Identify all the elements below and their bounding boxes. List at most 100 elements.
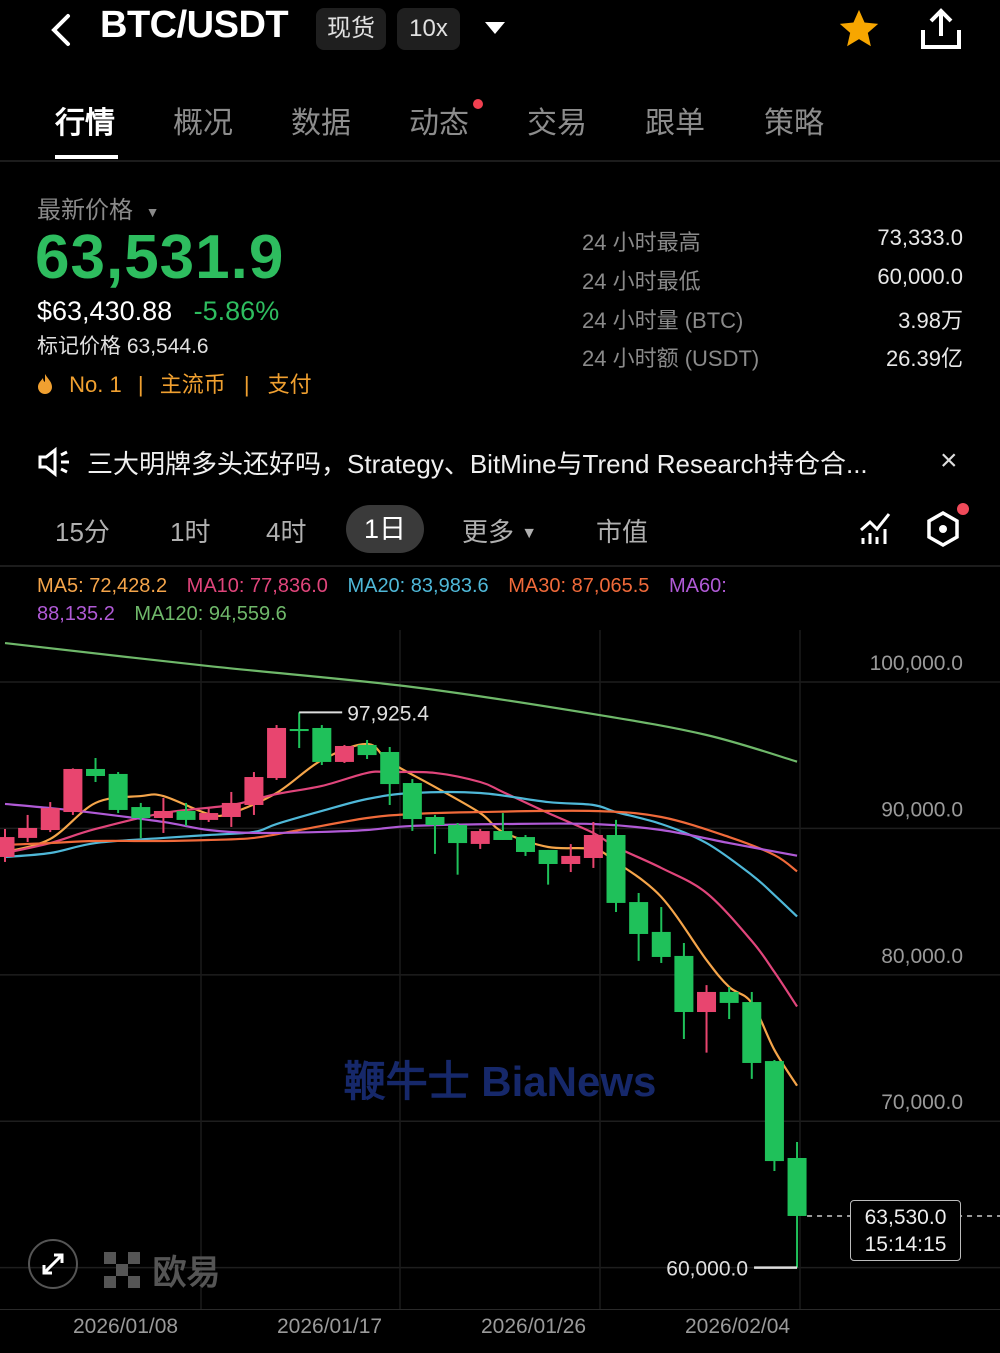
candle: [787, 1142, 807, 1268]
pair-dropdown-button[interactable]: [482, 18, 508, 43]
indicator-chart-icon: [860, 513, 891, 544]
tab-feed[interactable]: 动态: [409, 107, 469, 140]
candle: [425, 814, 445, 854]
candle: [357, 739, 377, 760]
ma5-line: [4, 742, 798, 1087]
share-button[interactable]: [918, 6, 964, 57]
usd-price: $63,430.88: [37, 296, 173, 326]
rank-tag[interactable]: No. 1: [69, 372, 122, 397]
tab-overview[interactable]: 概况: [173, 107, 233, 140]
category-tag[interactable]: 主流币: [159, 372, 226, 397]
spot-badge: 现货: [316, 8, 386, 50]
favorite-button[interactable]: [836, 6, 882, 57]
candle-body: [244, 777, 264, 805]
expand-icon: [42, 1253, 64, 1275]
candle-body: [629, 902, 649, 934]
y-axis: 100,000.0 90,000.0 80,000.0 70,000.0: [870, 652, 963, 1114]
candle-body: [538, 849, 558, 864]
candlestick-chart[interactable]: 鞭牛士 BiaNews 97,925.4 60,000.0 100,000.0 9…: [0, 630, 1000, 1310]
divider: [0, 565, 1000, 567]
mark-price-row: 标记价格 63,544.6: [37, 330, 209, 360]
candle: [153, 797, 173, 833]
fullscreen-button[interactable]: [28, 1239, 78, 1289]
x-tick-label: 2026/02/04: [685, 1315, 791, 1338]
candle: [470, 828, 490, 849]
candle: [131, 802, 151, 839]
payment-tag[interactable]: 支付: [267, 372, 312, 397]
x-tick-label: 2026/01/08: [73, 1315, 179, 1338]
indicators-button[interactable]: [858, 510, 892, 551]
candle-body: [267, 727, 287, 779]
price-type-selector[interactable]: 最新价格 ▼: [37, 190, 160, 225]
leverage-badge[interactable]: 10x: [397, 8, 460, 50]
ma120-value: MA120: 94,559.6: [134, 603, 287, 625]
candle-body: [221, 802, 241, 817]
triangle-down-icon: ▼: [521, 525, 538, 543]
candle: [0, 828, 15, 862]
candle-body: [18, 827, 38, 838]
mark-price-label: 标记价格: [37, 335, 121, 358]
speaker-icon: [38, 446, 69, 478]
mark-price-value: 63,544.6: [126, 335, 209, 358]
market-cap-tab[interactable]: 市值: [596, 517, 649, 547]
chart-settings-button[interactable]: [925, 510, 961, 553]
candle: [380, 747, 400, 805]
timeframe-1d[interactable]: 1日: [346, 505, 424, 553]
price-change: -5.86%: [193, 296, 280, 326]
candle: [289, 712, 309, 749]
last-price: 63,531.9: [35, 223, 285, 292]
candle-body: [674, 955, 694, 1013]
candle-body: [153, 810, 173, 819]
tags-row: No. 1 | 主流币 | 支付: [37, 367, 312, 399]
candle: [221, 791, 241, 827]
ma60-value: 88,135.2: [37, 603, 115, 625]
ma20-value: MA20: 83,983.6: [347, 575, 489, 597]
timeframe-1d-label: 1日: [363, 514, 407, 544]
tab-strategy[interactable]: 策略: [764, 107, 824, 140]
candle-body: [787, 1157, 807, 1216]
ma120-line: [4, 641, 798, 763]
watermark: 鞭牛士 BiaNews: [344, 1058, 657, 1105]
candle-body: [561, 855, 581, 864]
low-marker-label: 60,000.0: [666, 1258, 748, 1281]
stat-label-high: 24 小时最高: [582, 230, 701, 255]
candle: [697, 985, 717, 1053]
candle-body: [312, 727, 332, 762]
candle: [334, 744, 354, 763]
candle-body: [764, 1061, 784, 1162]
tab-market[interactable]: 行情: [55, 107, 115, 140]
candle-body: [425, 816, 445, 826]
candle: [561, 844, 581, 873]
candle: [629, 892, 649, 961]
tab-trade[interactable]: 交易: [527, 107, 587, 140]
triangle-down-icon: [485, 22, 505, 34]
candle: [312, 725, 332, 766]
ma10-value: MA10: 77,836.0: [186, 575, 328, 597]
tab-copy-trading[interactable]: 跟单: [645, 107, 705, 140]
y-tick-label: 100,000.0: [870, 652, 963, 675]
candle-body: [176, 810, 196, 820]
okx-logo: 欧易: [104, 1245, 220, 1294]
candle-body: [583, 835, 603, 858]
y-tick-label: 90,000.0: [881, 798, 963, 821]
candle-body: [380, 751, 400, 785]
candle-body: [63, 768, 83, 813]
announcement-close-button[interactable]: ×: [940, 444, 958, 477]
tab-data[interactable]: 数据: [291, 107, 351, 140]
timeframe-15m[interactable]: 15分: [55, 517, 110, 547]
flame-icon: [37, 373, 53, 395]
low-marker: 60,000.0: [666, 1258, 798, 1281]
settings-hexagon-icon: [927, 510, 959, 548]
back-button[interactable]: [44, 10, 80, 50]
active-tab-indicator: [55, 155, 118, 159]
stat-label-volume: 24 小时量 (BTC): [582, 308, 744, 333]
stat-label-low: 24 小时最低: [582, 269, 701, 294]
candle: [538, 849, 558, 885]
timeframe-1h[interactable]: 1时: [170, 517, 211, 547]
ma20-line: [4, 790, 798, 918]
candle: [402, 779, 422, 831]
timeframe-more[interactable]: 更多 ▼: [462, 512, 537, 549]
current-price-tag: 63,530.0 15:14:15: [850, 1199, 961, 1261]
candle: [651, 907, 671, 963]
timeframe-4h[interactable]: 4时: [266, 517, 307, 547]
